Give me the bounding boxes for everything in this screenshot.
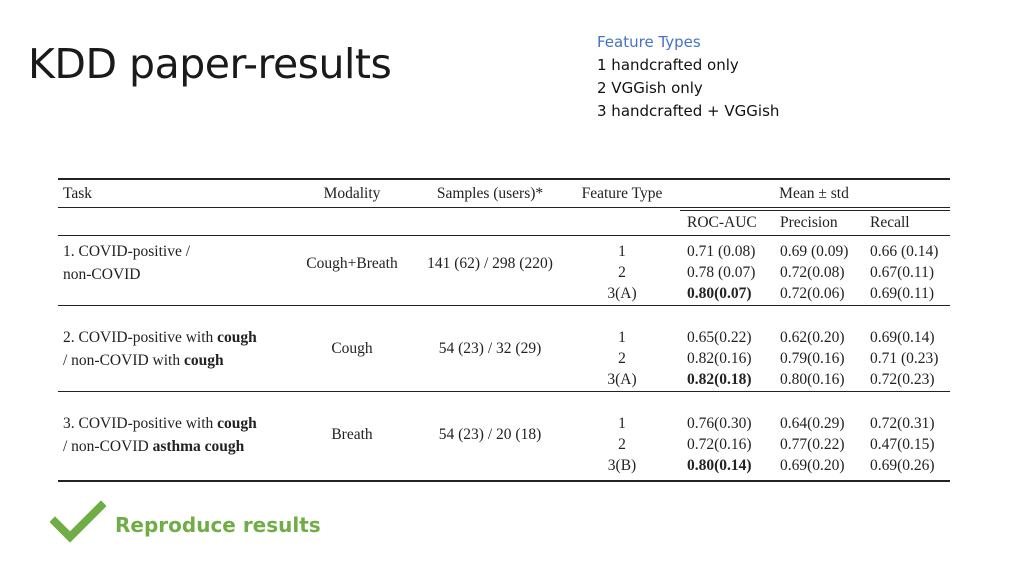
legend-item: 2 VGGish only — [597, 79, 703, 97]
recall-cell: 0.71 (0.23) — [870, 350, 939, 367]
feature-type-cell: 1 — [618, 415, 626, 432]
precision-cell: 0.64(0.29) — [780, 415, 845, 432]
recall-cell: 0.69(0.11) — [870, 285, 934, 302]
header-mean-std: Mean ± std — [779, 185, 849, 202]
recall-cell: 0.72(0.23) — [870, 371, 935, 388]
task-label: 1. COVID-positive / — [63, 243, 191, 260]
precision-cell: 0.62(0.20) — [780, 329, 845, 346]
task-label: 2. COVID-positive with cough — [63, 329, 257, 346]
roc-auc-cell: 0.76(0.30) — [687, 415, 752, 432]
group-rule — [58, 305, 950, 306]
precision-cell: 0.72(0.08) — [780, 264, 845, 281]
feature-type-cell: 2 — [618, 264, 626, 281]
recall-cell: 0.69(0.14) — [870, 329, 935, 346]
reproduce-results-label: Reproduce results — [115, 512, 321, 537]
task-label: / non-COVID asthma cough — [63, 438, 245, 455]
roc-auc-cell-best: 0.80(0.07) — [687, 285, 752, 302]
header-recall: Recall — [870, 214, 910, 231]
header-modality: Modality — [323, 185, 381, 202]
slide-title: KDD paper-results — [28, 40, 392, 88]
table-top-rule — [58, 178, 950, 180]
recall-cell: 0.67(0.11) — [870, 264, 934, 281]
precision-cell: 0.69 (0.09) — [780, 243, 849, 260]
feature-type-cell: 1 — [618, 243, 626, 260]
samples-cell: 141 (62) / 298 (220) — [427, 255, 553, 272]
roc-auc-cell: 0.82(0.16) — [687, 350, 752, 367]
subheader-rule — [58, 235, 950, 236]
feature-types-legend: Feature Types 1 handcrafted only 2 VGGis… — [597, 31, 779, 123]
task-label: non-COVID — [63, 266, 141, 283]
header-feature-type: Feature Type — [581, 185, 663, 202]
recall-cell: 0.47(0.15) — [870, 436, 935, 453]
legend-item: 3 handcrafted + VGGish — [597, 102, 780, 120]
modality-cell: Cough — [331, 340, 373, 357]
precision-cell: 0.79(0.16) — [780, 350, 845, 367]
header-rule — [58, 207, 950, 208]
recall-cell: 0.69(0.26) — [870, 457, 935, 474]
table-bottom-rule — [58, 480, 950, 482]
precision-cell: 0.72(0.06) — [780, 285, 845, 302]
precision-cell: 0.80(0.16) — [780, 371, 845, 388]
feature-type-cell: 3(A) — [607, 371, 637, 388]
roc-auc-cell-best: 0.80(0.14) — [687, 457, 752, 474]
feature-type-cell: 3(A) — [607, 285, 637, 302]
samples-cell: 54 (23) / 20 (18) — [438, 426, 542, 443]
roc-auc-cell: 0.65(0.22) — [687, 329, 752, 346]
recall-cell: 0.66 (0.14) — [870, 243, 939, 260]
group-rule — [58, 391, 950, 392]
roc-auc-cell: 0.72(0.16) — [687, 436, 752, 453]
feature-type-cell: 2 — [618, 436, 626, 453]
feature-type-cell: 1 — [618, 329, 626, 346]
modality-cell: Cough+Breath — [306, 255, 398, 272]
roc-auc-cell-best: 0.82(0.18) — [687, 371, 752, 388]
recall-cell: 0.72(0.31) — [870, 415, 935, 432]
checkmark-icon — [49, 500, 107, 549]
legend-item: 1 handcrafted only — [597, 56, 739, 74]
header-task: Task — [63, 185, 93, 202]
feature-type-cell: 2 — [618, 350, 626, 367]
task-label: 3. COVID-positive with cough — [63, 415, 257, 432]
header-roc-auc: ROC-AUC — [687, 214, 757, 231]
precision-cell: 0.77(0.22) — [780, 436, 845, 453]
samples-cell: 54 (23) / 32 (29) — [438, 340, 542, 357]
mean-std-rule — [680, 210, 950, 211]
legend-title: Feature Types — [597, 33, 701, 51]
task-label: / non-COVID with cough — [63, 352, 224, 369]
roc-auc-cell: 0.71 (0.08) — [687, 243, 756, 260]
modality-cell: Breath — [331, 426, 373, 443]
feature-type-cell: 3(B) — [607, 457, 637, 474]
header-precision: Precision — [780, 214, 838, 231]
precision-cell: 0.69(0.20) — [780, 457, 845, 474]
reproduce-results: Reproduce results — [49, 500, 321, 549]
roc-auc-cell: 0.78 (0.07) — [687, 264, 756, 281]
header-samples: Samples (users)* — [436, 185, 544, 202]
